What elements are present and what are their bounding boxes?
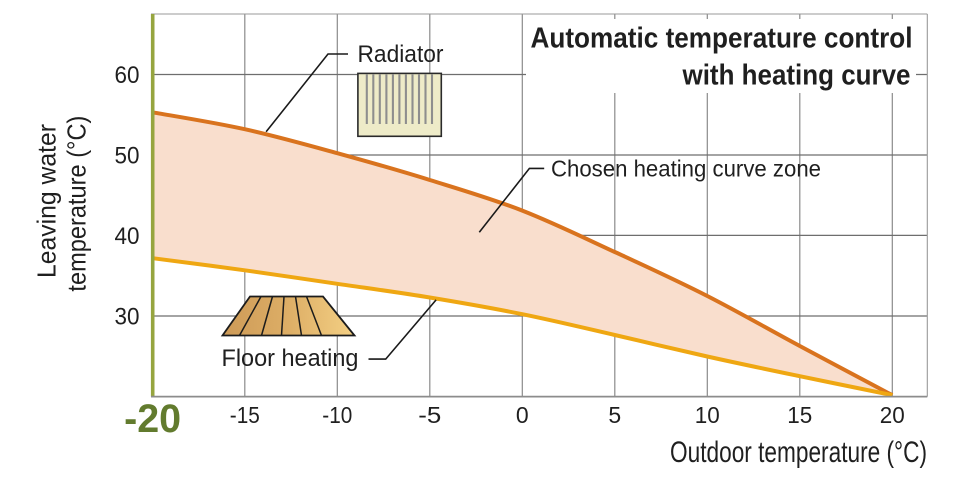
svg-text:40: 40	[115, 223, 140, 250]
svg-text:50: 50	[115, 143, 140, 170]
svg-text:Radiator: Radiator	[358, 41, 444, 68]
svg-text:Floor heating: Floor heating	[222, 345, 359, 372]
svg-text:Chosen heating curve zone: Chosen heating curve zone	[551, 156, 821, 182]
svg-text:Automatic temperature control: Automatic temperature control	[531, 23, 913, 55]
svg-text:temperature (°C): temperature (°C)	[62, 116, 92, 292]
svg-text:0: 0	[516, 402, 529, 428]
svg-text:with heating curve: with heating curve	[682, 60, 911, 92]
svg-text:10: 10	[695, 402, 720, 428]
svg-text:-10: -10	[322, 402, 352, 428]
svg-text:-15: -15	[230, 402, 260, 428]
svg-text:Outdoor temperature (°C): Outdoor temperature (°C)	[670, 436, 927, 469]
svg-text:20: 20	[880, 402, 905, 428]
svg-text:5: 5	[608, 402, 621, 428]
svg-text:-20: -20	[124, 397, 181, 441]
svg-text:15: 15	[787, 402, 812, 428]
svg-text:Leaving water: Leaving water	[32, 124, 62, 278]
svg-text:30: 30	[115, 304, 140, 331]
svg-text:60: 60	[115, 62, 140, 89]
svg-text:-5: -5	[418, 402, 441, 428]
